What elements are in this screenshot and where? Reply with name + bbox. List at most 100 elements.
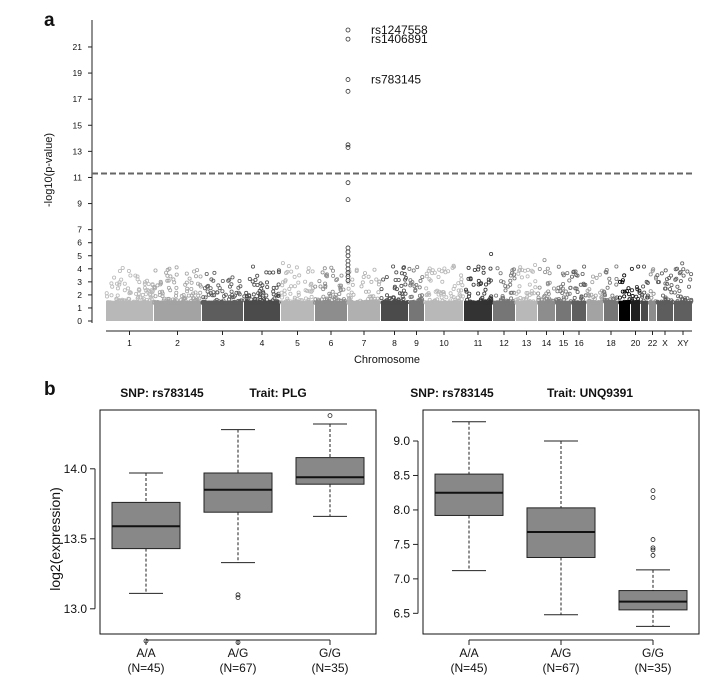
manhattan-point bbox=[483, 282, 488, 287]
manhattan-point bbox=[271, 289, 276, 294]
manhattan-point bbox=[215, 290, 220, 295]
manhattan-point bbox=[533, 262, 538, 267]
manhattan-point bbox=[196, 293, 201, 298]
manhattan-point bbox=[463, 287, 468, 292]
manhattan-point bbox=[467, 291, 472, 296]
manhattan-point bbox=[134, 291, 139, 296]
manhattan-point bbox=[251, 292, 256, 297]
manhattan-point bbox=[398, 300, 403, 305]
manhattan-point bbox=[489, 251, 494, 256]
manhattan-point bbox=[285, 300, 290, 305]
manhattan-point bbox=[211, 290, 216, 295]
manhattan-point bbox=[556, 264, 561, 269]
manhattan-peak-point bbox=[345, 27, 351, 33]
manhattan-point bbox=[446, 269, 451, 274]
manhattan-point bbox=[669, 290, 674, 295]
manhattan-point bbox=[376, 290, 381, 295]
manhattan-point bbox=[672, 290, 677, 295]
manhattan-point bbox=[509, 296, 514, 301]
manhattan-point bbox=[645, 280, 650, 285]
manhattan-point bbox=[648, 289, 653, 294]
manhattan-point bbox=[676, 294, 681, 299]
manhattan-chr-6-band bbox=[315, 300, 347, 321]
manhattan-point bbox=[369, 279, 374, 284]
manhattan-point bbox=[110, 284, 115, 289]
manhattan-point bbox=[677, 288, 682, 293]
manhattan-point bbox=[168, 288, 173, 293]
manhattan-point bbox=[297, 273, 302, 278]
manhattan-point bbox=[203, 295, 208, 300]
manhattan-peak-point bbox=[345, 88, 351, 94]
manhattan-point bbox=[292, 274, 297, 279]
manhattan-x-tick-label: 8 bbox=[392, 338, 397, 348]
manhattan-point bbox=[280, 280, 285, 285]
manhattan-point bbox=[309, 294, 314, 299]
manhattan-point bbox=[181, 297, 186, 302]
manhattan-point bbox=[208, 286, 213, 291]
manhattan-point bbox=[351, 292, 356, 297]
manhattan-point bbox=[173, 293, 178, 298]
manhattan-point bbox=[427, 297, 432, 302]
boxplot-plg-x-tick-count: (N=67) bbox=[219, 661, 256, 675]
manhattan-point bbox=[391, 264, 396, 269]
manhattan-point bbox=[201, 295, 206, 300]
manhattan-point bbox=[680, 261, 685, 266]
manhattan-point bbox=[299, 300, 304, 305]
manhattan-point bbox=[613, 296, 618, 301]
manhattan-point bbox=[432, 270, 437, 275]
manhattan-point bbox=[383, 300, 388, 305]
manhattan-point bbox=[561, 281, 566, 286]
manhattan-point bbox=[554, 297, 559, 302]
boxplot-unq9391-box-GG bbox=[618, 590, 688, 611]
manhattan-point bbox=[605, 285, 610, 290]
manhattan-point bbox=[673, 277, 678, 282]
manhattan-point bbox=[678, 294, 683, 299]
manhattan-point bbox=[427, 277, 432, 282]
manhattan-point bbox=[267, 270, 272, 275]
manhattan-point bbox=[174, 265, 179, 270]
manhattan-peak-point bbox=[345, 36, 351, 42]
manhattan-point bbox=[510, 268, 515, 273]
manhattan-point bbox=[403, 277, 408, 282]
manhattan-point bbox=[232, 299, 237, 304]
manhattan-point bbox=[533, 279, 538, 284]
boxplot-unq9391-outlier bbox=[650, 547, 656, 553]
manhattan-point bbox=[282, 279, 287, 284]
manhattan-point bbox=[288, 291, 293, 296]
manhattan-chr-15-band bbox=[556, 300, 571, 321]
manhattan-point bbox=[142, 280, 147, 285]
manhattan-point bbox=[642, 264, 647, 269]
manhattan-point bbox=[492, 300, 497, 305]
boxplot-plg-x-tick-label: A/A bbox=[136, 646, 155, 660]
manhattan-point bbox=[104, 291, 109, 296]
manhattan-point bbox=[306, 269, 311, 274]
manhattan-point bbox=[321, 294, 326, 299]
manhattan-chr-X-band bbox=[657, 300, 673, 321]
boxplot-unq9391-y-tick-label: 7.5 bbox=[393, 537, 410, 551]
manhattan-point bbox=[617, 279, 622, 284]
manhattan-point bbox=[140, 297, 145, 302]
manhattan-point bbox=[424, 271, 429, 276]
manhattan-point bbox=[527, 300, 532, 305]
manhattan-point bbox=[198, 284, 203, 289]
manhattan-point bbox=[258, 281, 263, 286]
boxplot-unq9391-outlier bbox=[650, 553, 656, 558]
manhattan-point bbox=[264, 280, 269, 285]
manhattan-y-tick-label: 0 bbox=[77, 316, 82, 326]
manhattan-point bbox=[117, 282, 122, 287]
manhattan-point bbox=[285, 298, 290, 303]
manhattan-point bbox=[400, 294, 405, 299]
manhattan-point bbox=[659, 271, 664, 276]
boxplot-plg-outlier bbox=[327, 413, 333, 419]
manhattan-point bbox=[440, 279, 445, 284]
manhattan-peak-point bbox=[345, 258, 351, 264]
manhattan-point bbox=[337, 283, 342, 288]
manhattan-point bbox=[226, 278, 231, 283]
manhattan-point bbox=[630, 294, 635, 299]
manhattan-peak-point bbox=[345, 142, 351, 148]
manhattan-point bbox=[537, 300, 542, 305]
manhattan-point bbox=[142, 285, 147, 290]
manhattan-point bbox=[417, 285, 422, 290]
manhattan-point bbox=[274, 299, 279, 304]
manhattan-point bbox=[381, 277, 386, 282]
